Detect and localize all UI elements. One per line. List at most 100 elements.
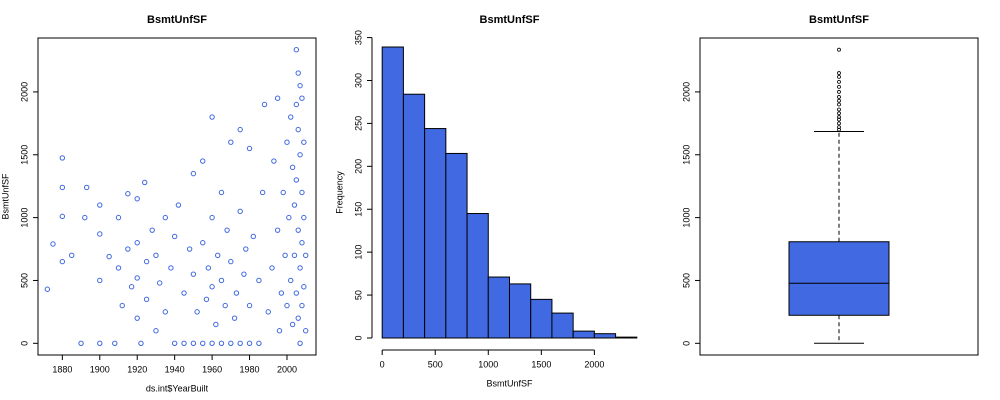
plot-frame — [37, 37, 317, 356]
x-tick-label: 2000 — [584, 359, 604, 369]
point — [274, 227, 281, 233]
bar — [487, 276, 510, 339]
point — [218, 340, 225, 347]
point — [282, 252, 288, 259]
y-axis-label: BsmtUnfSF — [0, 173, 10, 220]
outlier — [837, 102, 841, 107]
x-axis-label: BsmtUnfSF — [486, 378, 533, 388]
point — [301, 139, 307, 145]
y-tick-label: 300 — [353, 73, 363, 88]
point — [153, 328, 159, 334]
bar — [402, 93, 426, 339]
outlier — [837, 79, 841, 84]
point — [295, 70, 301, 76]
y-axis-label: Frequency — [334, 171, 344, 214]
point — [256, 340, 262, 347]
y-tick-label: 2000 — [681, 82, 691, 102]
point — [231, 315, 238, 321]
point — [205, 265, 212, 271]
y-tick-label: 1000 — [19, 208, 29, 228]
point — [289, 321, 296, 328]
bar — [530, 298, 553, 339]
bar — [381, 46, 404, 339]
point — [68, 252, 75, 259]
point — [44, 286, 51, 292]
point — [299, 95, 305, 101]
y-tick-label: 2000 — [19, 82, 29, 102]
point — [259, 189, 266, 196]
point — [218, 277, 225, 284]
bar — [445, 152, 468, 339]
point — [297, 265, 303, 271]
point — [271, 158, 277, 164]
point — [228, 340, 234, 347]
outlier — [837, 121, 841, 126]
bar — [424, 128, 447, 339]
point — [97, 202, 103, 208]
point — [209, 284, 215, 290]
point — [228, 139, 234, 145]
point — [291, 252, 298, 259]
point — [194, 309, 200, 315]
point — [278, 290, 285, 296]
point — [299, 302, 305, 309]
outlier — [837, 98, 841, 103]
point — [228, 258, 234, 265]
bar — [615, 336, 638, 339]
bar — [593, 333, 617, 339]
point — [134, 315, 140, 321]
point — [125, 191, 131, 197]
y-tick-label: 0 — [19, 341, 29, 346]
point — [256, 277, 262, 284]
point — [162, 214, 168, 221]
point — [233, 290, 240, 296]
x-tick-label: 0 — [380, 359, 385, 369]
outlier — [837, 95, 841, 99]
point — [125, 246, 131, 252]
point — [297, 340, 303, 347]
point — [134, 240, 140, 246]
point — [171, 233, 178, 240]
x-axis-label: ds.int$YearBuilt — [146, 383, 209, 393]
point — [156, 280, 163, 286]
y-tick-label: 1000 — [681, 208, 691, 228]
point — [218, 189, 225, 196]
point — [143, 296, 150, 303]
point — [190, 271, 197, 277]
point — [162, 309, 168, 315]
bar — [572, 330, 595, 339]
point — [299, 240, 305, 246]
point — [295, 227, 301, 233]
point — [209, 214, 215, 221]
point — [213, 321, 219, 328]
point — [289, 164, 296, 171]
y-tick-label: 1500 — [19, 145, 29, 165]
point — [303, 252, 309, 259]
outlier — [837, 125, 841, 130]
x-tick-label: 1920 — [127, 364, 147, 374]
outlier — [837, 90, 841, 94]
point — [171, 340, 178, 347]
point — [301, 214, 307, 221]
x-tick-label: 1500 — [531, 359, 551, 369]
point — [59, 258, 66, 265]
point — [106, 253, 112, 260]
y-tick-label: 500 — [19, 273, 29, 288]
point — [237, 208, 243, 215]
point — [276, 328, 283, 334]
point — [280, 189, 286, 196]
point — [112, 340, 118, 347]
point — [293, 290, 300, 296]
y-tick-label: 200 — [353, 159, 363, 174]
point — [288, 114, 294, 120]
x-tick-label: 1960 — [202, 364, 222, 374]
point — [134, 275, 140, 281]
point — [115, 265, 122, 271]
outlier — [837, 111, 841, 116]
point — [246, 145, 253, 152]
point — [190, 340, 197, 347]
y-tick-label: 350 — [353, 30, 363, 45]
point — [274, 95, 281, 101]
point — [59, 184, 66, 191]
